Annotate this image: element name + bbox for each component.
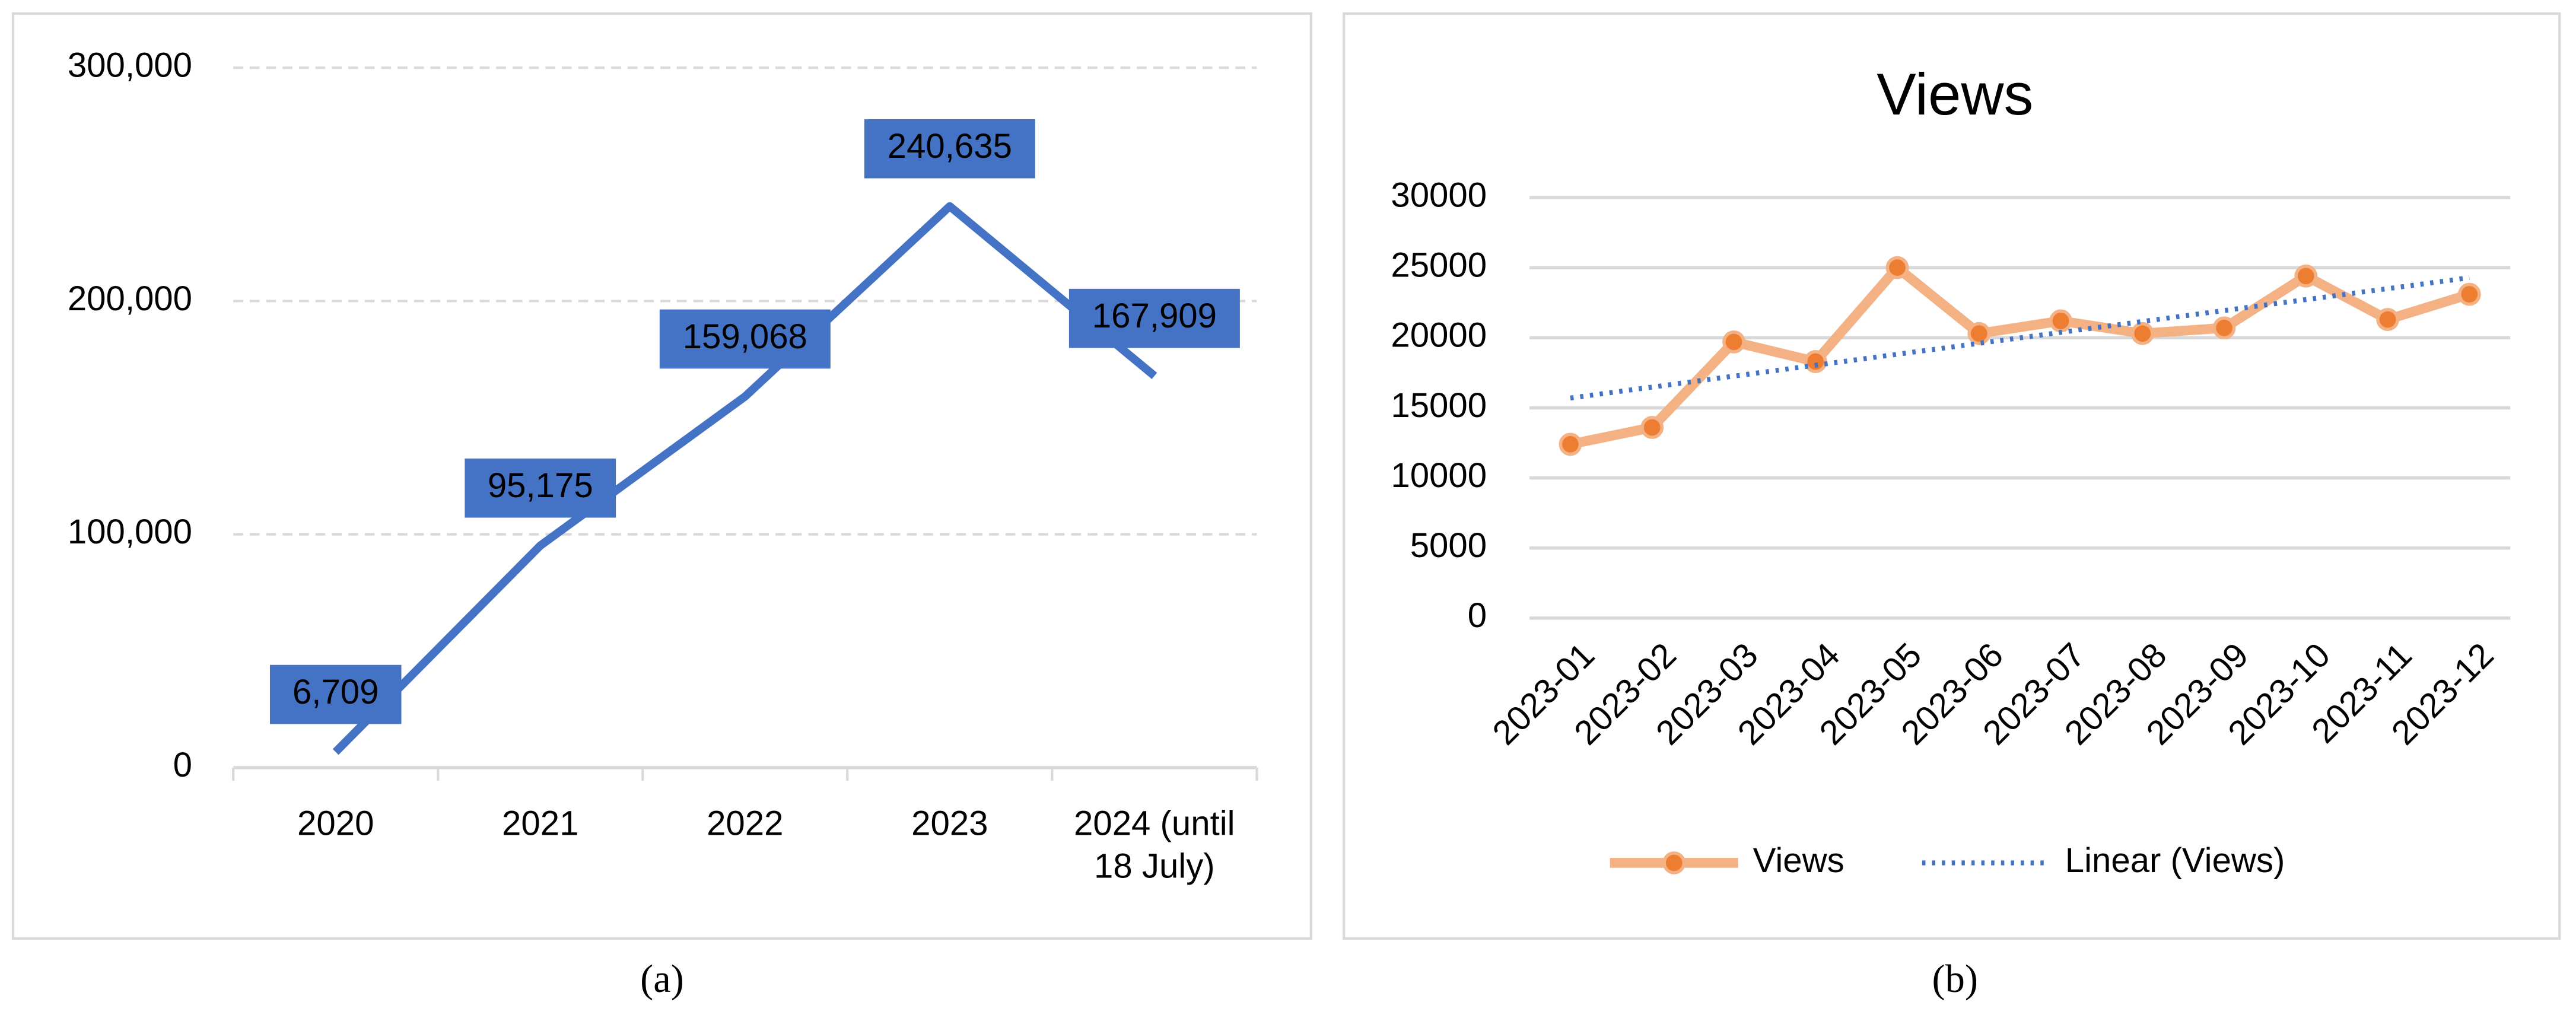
series-line (1569, 262, 2471, 450)
data-label-box (659, 309, 831, 369)
x-tick-label: 2023 (911, 805, 988, 844)
x-tick-label: 2021 (502, 805, 579, 844)
series-line (1570, 275, 2470, 401)
marker (2212, 316, 2236, 340)
data-label-box (1068, 288, 1240, 348)
marker (1967, 322, 1991, 345)
marker (1640, 416, 1664, 439)
x-tick-label: 2020 (297, 805, 374, 844)
legend-label: Views (1753, 841, 1844, 880)
y-tick-label: 20000 (1391, 316, 1487, 355)
data-label: 167,909 (1092, 297, 1217, 335)
panel-b (1343, 12, 2561, 940)
marker (2130, 322, 2154, 345)
chart-title: Views (1877, 62, 2033, 128)
data-label: 6,709 (292, 673, 379, 711)
panel-a (12, 12, 1312, 940)
x-tick-label-box: 2020 (297, 805, 374, 844)
y-tick-label: 0 (1468, 596, 1487, 635)
marker (1885, 256, 1909, 279)
y-tick-label: 5000 (1410, 526, 1487, 565)
marker (2376, 308, 2399, 331)
data-label-box (269, 664, 402, 724)
y-tick-label: 15000 (1391, 386, 1487, 425)
x-tick-label: 2024 (until 18 July) (1074, 805, 1235, 886)
data-label: 240,635 (888, 127, 1012, 166)
y-tick-label: 30000 (1391, 176, 1487, 214)
x-tick-label: 2022 (707, 805, 784, 844)
y-tick-label: 200,000 (68, 279, 192, 318)
marker (1559, 432, 1582, 456)
marker (1722, 330, 1745, 354)
y-tick-label: 10000 (1391, 456, 1487, 495)
y-tick-label: 300,000 (68, 46, 192, 85)
data-label-box (465, 458, 616, 518)
x-tick-label-box: 2021 (502, 805, 579, 844)
marker (2049, 309, 2072, 333)
y-tick-label: 100,000 (68, 513, 192, 551)
legend-marker (1662, 851, 1686, 874)
caption: (a) (640, 958, 684, 1001)
caption: (b) (1932, 958, 1978, 1001)
data-label-box (864, 119, 1035, 179)
data-label: 159,068 (683, 317, 807, 356)
marker (1804, 350, 1827, 373)
x-tick-label-box: 2024 (until 18 July) (1074, 805, 1235, 886)
marker (2294, 264, 2318, 288)
legend-label: Linear (Views) (2065, 841, 2285, 880)
y-tick-label: 0 (173, 746, 192, 784)
data-label: 95,175 (488, 466, 593, 505)
x-tick-label-box: 2023 (911, 805, 988, 844)
x-tick-label-box: 2022 (707, 805, 784, 844)
y-tick-label: 25000 (1391, 246, 1487, 284)
line (332, 202, 1157, 755)
marker (2457, 282, 2481, 306)
